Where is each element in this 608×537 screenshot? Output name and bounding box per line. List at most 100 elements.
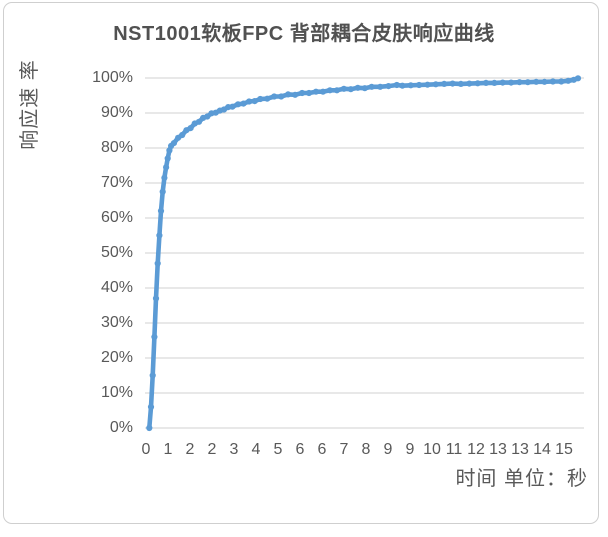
y-tick-label: 70% xyxy=(100,174,133,191)
data-point-marker xyxy=(257,95,264,103)
data-point-marker xyxy=(278,93,285,100)
data-point-marker xyxy=(271,93,278,100)
x-tick-label: 2 xyxy=(185,441,195,458)
x-tick-label: 13 xyxy=(489,441,507,458)
data-point-marker xyxy=(558,78,565,85)
data-point-marker xyxy=(146,424,153,432)
x-tick-label: 15 xyxy=(555,441,573,458)
data-point-marker xyxy=(157,207,165,215)
data-point-marker xyxy=(299,89,306,97)
x-tick-label: 6 xyxy=(317,441,327,458)
x-tick-label: 10 xyxy=(423,441,441,458)
x-tick-label: 12 xyxy=(467,441,485,458)
x-tick-label: 2 xyxy=(207,441,217,458)
data-point-marker xyxy=(204,113,211,120)
data-point-marker xyxy=(147,403,155,411)
data-point-marker xyxy=(432,81,439,88)
data-point-marker xyxy=(541,78,548,85)
data-point-marker xyxy=(164,155,171,162)
data-point-marker xyxy=(333,87,340,94)
data-point-marker xyxy=(368,83,375,90)
x-tick-label: 13 xyxy=(511,441,529,458)
x-tick-label: 7 xyxy=(339,441,349,458)
data-point-marker xyxy=(499,79,506,86)
data-point-marker xyxy=(229,103,236,110)
data-point-marker xyxy=(151,333,158,341)
y-tick-label: 40% xyxy=(100,279,133,296)
y-tick-label: 30% xyxy=(100,314,133,331)
response-curve-markers xyxy=(146,75,582,432)
data-point-marker xyxy=(154,260,161,267)
data-point-marker xyxy=(187,125,194,132)
y-tick-label: 10% xyxy=(100,384,133,401)
x-tick-label: 0 xyxy=(141,441,151,458)
data-point-marker xyxy=(508,79,515,86)
data-point-marker xyxy=(161,174,168,181)
data-point-marker xyxy=(574,75,582,82)
data-point-marker xyxy=(240,100,247,107)
x-tick-label: 5 xyxy=(273,441,283,458)
y-tick-label: 80% xyxy=(100,139,133,156)
data-point-marker xyxy=(340,85,347,92)
data-point-marker xyxy=(354,84,361,91)
data-point-marker xyxy=(152,295,160,302)
chart-frame-border xyxy=(3,2,599,524)
data-point-marker xyxy=(377,83,384,90)
y-tick-label: 90% xyxy=(100,104,133,121)
x-axis-title: 时间 单位：秒 xyxy=(455,468,588,490)
data-point-marker xyxy=(326,87,333,94)
data-point-marker xyxy=(424,81,431,88)
x-tick-label: 3 xyxy=(229,441,239,458)
data-point-marker xyxy=(195,118,203,125)
data-point-marker xyxy=(246,98,253,105)
data-point-marker xyxy=(292,91,299,98)
x-tick-label: 4 xyxy=(251,441,261,458)
data-point-marker xyxy=(163,164,170,171)
data-point-marker xyxy=(305,89,313,97)
y-tick-label: 20% xyxy=(100,349,133,366)
data-point-marker xyxy=(251,98,258,105)
data-point-marker xyxy=(441,80,448,87)
x-tick-label: 8 xyxy=(361,441,371,458)
data-point-marker xyxy=(491,79,498,86)
data-point-marker xyxy=(264,95,271,102)
data-point-marker xyxy=(149,372,156,379)
data-point-marker xyxy=(399,82,406,89)
data-point-marker xyxy=(156,232,163,239)
data-point-marker xyxy=(385,83,392,90)
y-tick-label: 60% xyxy=(100,209,133,226)
x-tick-label: 9 xyxy=(405,441,415,458)
data-point-marker xyxy=(312,88,320,95)
data-point-marker xyxy=(533,78,540,85)
y-tick-label: 50% xyxy=(100,244,133,261)
y-tick-label: 100% xyxy=(92,69,133,86)
data-point-marker xyxy=(416,81,423,89)
data-point-marker xyxy=(524,79,531,86)
data-point-marker xyxy=(285,91,292,98)
data-point-marker xyxy=(170,140,177,147)
x-tick-label: 11 xyxy=(445,441,463,458)
x-tick-label: 6 xyxy=(295,441,305,458)
data-point-marker xyxy=(516,79,523,86)
chart-title: NST1001软板FPC 背部耦合皮肤响应曲线 xyxy=(113,23,495,45)
data-point-marker xyxy=(449,80,456,87)
data-point-marker xyxy=(466,80,473,87)
x-tick-label: 14 xyxy=(533,441,551,458)
data-point-marker xyxy=(361,85,368,92)
data-point-marker xyxy=(457,80,464,87)
x-tick-label: 1 xyxy=(163,441,173,458)
data-point-marker xyxy=(179,131,186,139)
data-point-marker xyxy=(407,82,414,89)
data-point-marker xyxy=(549,78,557,85)
y-tick-label: 0% xyxy=(109,419,133,436)
data-point-marker xyxy=(159,188,166,195)
data-point-marker xyxy=(565,77,572,84)
data-point-marker xyxy=(474,80,481,87)
data-point-marker xyxy=(347,86,354,93)
horizontal-gridlines xyxy=(145,77,584,429)
data-point-marker xyxy=(482,79,490,86)
x-tick-label: 9 xyxy=(383,441,393,458)
data-point-marker xyxy=(393,81,400,89)
